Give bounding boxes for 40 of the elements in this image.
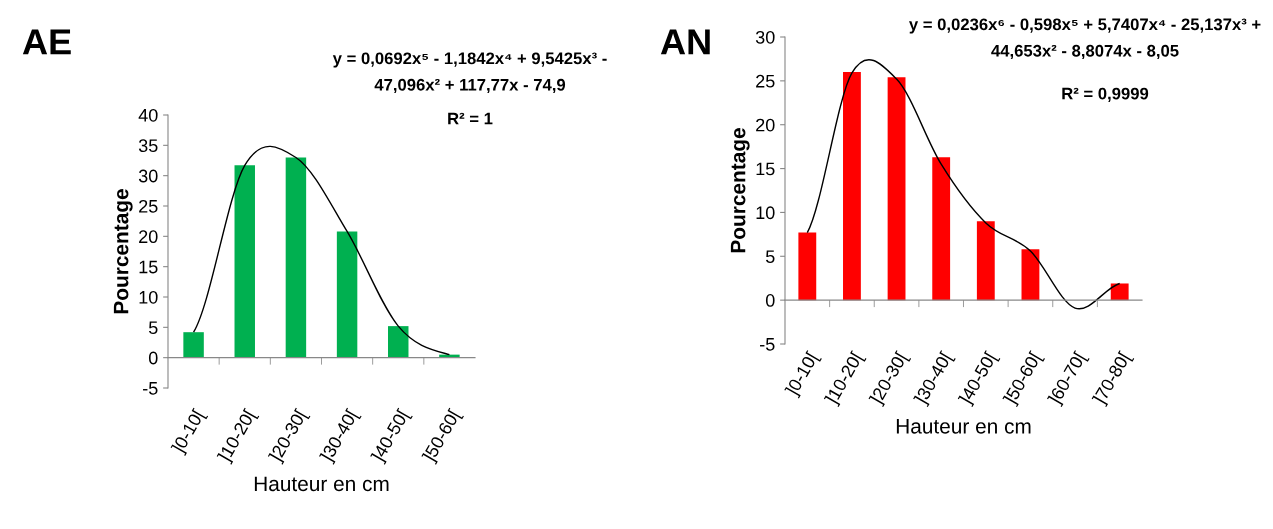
bar <box>976 221 995 301</box>
y-tick-label: 15 <box>139 260 158 274</box>
y-tick-label: 25 <box>756 74 775 88</box>
y-tick-label: 30 <box>755 30 775 44</box>
bar <box>183 332 204 358</box>
annotation: R² = 0,9999 <box>1062 87 1149 102</box>
x-axis-title: Hauteur en cm <box>896 419 1031 434</box>
chart-title: AN <box>660 29 710 55</box>
y-tick-label: 40 <box>138 108 158 122</box>
bar <box>388 326 409 358</box>
y-tick-label: 5 <box>148 321 158 335</box>
chart-title: AE <box>22 29 71 55</box>
bar <box>798 232 817 301</box>
text: y = 0,0692x⁵ - 1,1842x⁴ + 9,5425x³ - 47,096x² + 117,77x - 74,9 <box>332 52 607 94</box>
bar <box>1110 283 1129 301</box>
y-tick-label: 0 <box>148 351 158 365</box>
y-tick-label: 0 <box>765 294 775 307</box>
y-axis-title: Pourcentage <box>113 189 133 314</box>
bar <box>336 231 358 358</box>
y-tick-label: 20 <box>139 230 158 244</box>
bar <box>234 165 255 358</box>
annotation: y = 0,0236x⁶ - 0,598x⁵ + 5,7407x⁴ - 25,137x³ + 44,653x² - 8,8074x - 8,05 <box>909 18 1261 60</box>
y-tick-label: 15 <box>756 162 775 176</box>
bar <box>932 157 951 301</box>
bar <box>843 72 861 301</box>
y-tick-label: 30 <box>138 169 158 183</box>
annotation: R² = 1 <box>448 112 493 125</box>
y-axis-title: Pourcentage <box>730 128 750 253</box>
y-tick-label: -5 <box>760 338 775 351</box>
bar <box>1021 249 1040 301</box>
bar <box>887 77 906 301</box>
y-tick-label: 5 <box>765 250 775 264</box>
y-tick-label: 10 <box>139 290 158 304</box>
y-tick-label: 25 <box>139 199 158 213</box>
x-axis-title: Hauteur en cm <box>254 476 389 492</box>
y-tick-label: 20 <box>756 118 775 132</box>
y-tick-label: 10 <box>756 206 775 220</box>
y-tick-label: 35 <box>138 139 158 153</box>
bar <box>285 157 307 358</box>
y-tick-label: -5 <box>143 382 158 395</box>
